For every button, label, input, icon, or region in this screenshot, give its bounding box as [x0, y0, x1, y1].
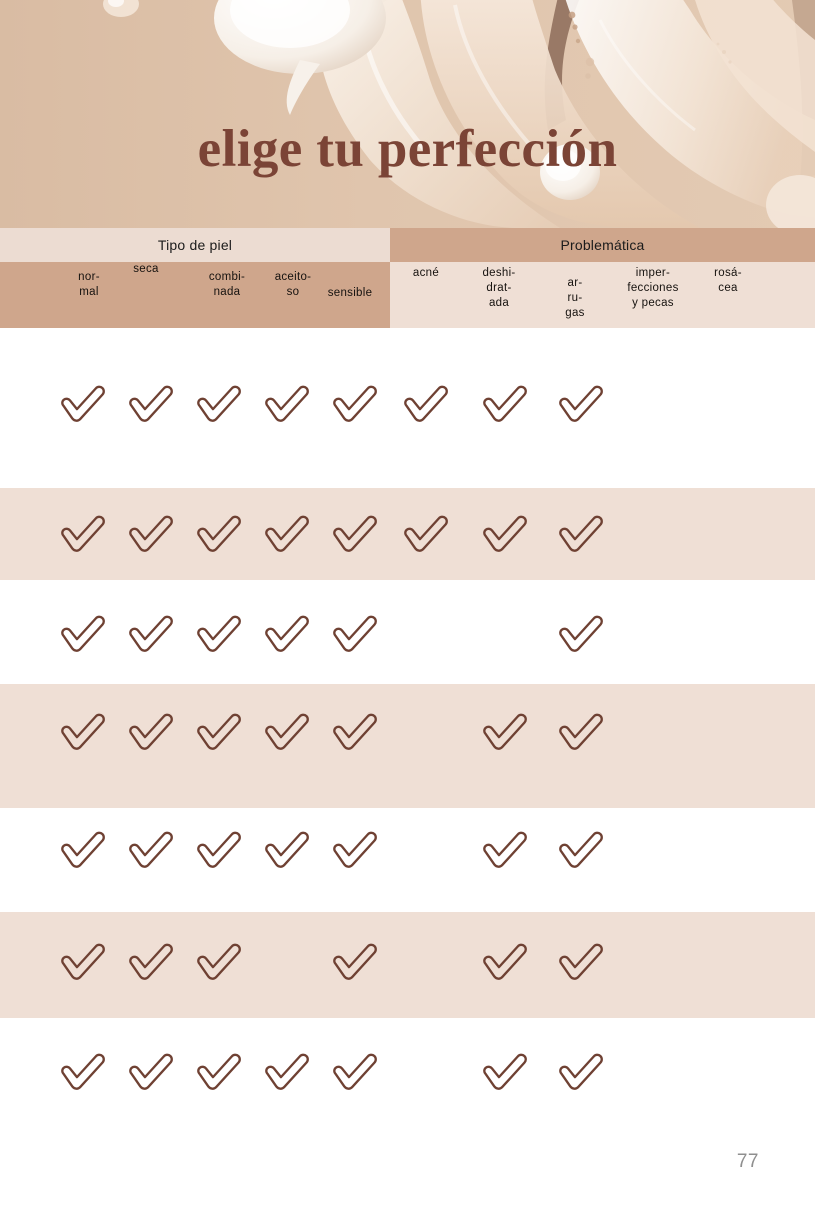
checkmark-icon — [553, 830, 609, 870]
checkmark-icon — [259, 384, 315, 424]
column-header-normal[interactable]: nor- mal — [78, 271, 100, 298]
checkmark-icon — [553, 384, 609, 424]
column-header-sensible[interactable]: sensible — [327, 287, 373, 299]
checkmark-icon — [553, 514, 609, 554]
checkmark-icon — [477, 942, 533, 982]
group-label-wrap-0: Tipo de piel — [0, 228, 390, 262]
subheader-band-left — [0, 262, 390, 328]
column-header-aceitoso[interactable]: aceito- so — [274, 271, 312, 298]
cream-smear-photo — [0, 0, 815, 228]
checkmark-icon — [191, 942, 247, 982]
checkmark-icon — [191, 514, 247, 554]
subheader-band-right — [390, 262, 815, 328]
checkmark-icon — [123, 384, 179, 424]
checkmark-icon — [477, 514, 533, 554]
table-row — [0, 912, 815, 1018]
checkmark-icon — [259, 514, 315, 554]
page-title: elige tu perfección — [197, 120, 618, 178]
table-row — [0, 1018, 815, 1129]
checkmark-icon — [55, 712, 111, 752]
checkmark-icon — [123, 712, 179, 752]
checkmark-icon — [191, 712, 247, 752]
checkmark-icon — [327, 614, 383, 654]
checkmark-icon — [398, 514, 454, 554]
column-headers: nor- mal seca combi- nada aceito- so sen… — [0, 228, 815, 328]
group-label-skin-type: Tipo de piel — [157, 237, 233, 253]
checkmark-icon — [327, 942, 383, 982]
checkmark-icon — [477, 712, 533, 752]
checkmark-icon — [327, 514, 383, 554]
checkmark-icon — [191, 614, 247, 654]
header-group-skin-type: Tipo de piel — [0, 228, 390, 328]
checkmark-icon — [123, 514, 179, 554]
checkmark-icon — [398, 384, 454, 424]
column-header-acne[interactable]: acné — [412, 267, 440, 279]
table-row — [0, 684, 815, 808]
group-label-concern: Problemática — [560, 237, 645, 253]
checkmark-icon — [55, 942, 111, 982]
checkmark-icon — [55, 384, 111, 424]
page-number: 77 — [736, 1151, 759, 1172]
header-group-concern: Problemática — [390, 228, 815, 328]
checkmark-icon — [327, 384, 383, 424]
checkmark-icon — [123, 942, 179, 982]
column-header-rosacea[interactable]: rosá- cea — [714, 267, 742, 294]
table-header: Tipo de piel Problemática nor- mal seca … — [0, 228, 815, 328]
checkmark-icon — [191, 830, 247, 870]
checkmark-icon — [259, 614, 315, 654]
table-row — [0, 488, 815, 580]
checkmark-icon — [477, 384, 533, 424]
checkmark-icon — [123, 614, 179, 654]
column-header-imperfecciones[interactable]: imper- fecciones y pecas — [627, 267, 679, 309]
checkmark-icon — [553, 942, 609, 982]
column-header-arrugas[interactable]: ar- ru- gas — [565, 277, 585, 319]
checkmark-icon — [259, 830, 315, 870]
column-header-deshidratada[interactable]: deshi- drat- ada — [482, 267, 516, 309]
table-body — [0, 328, 815, 1129]
checkmark-icon — [55, 514, 111, 554]
checkmark-icon — [553, 712, 609, 752]
checkmark-icon — [327, 830, 383, 870]
checkmark-icon — [553, 614, 609, 654]
table-row — [0, 808, 815, 912]
checkmark-icon — [123, 830, 179, 870]
column-header-seca[interactable]: seca — [133, 263, 159, 275]
checkmark-icon — [191, 384, 247, 424]
checkmark-icon — [55, 614, 111, 654]
checkmark-icon — [123, 1052, 179, 1092]
checkmark-icon — [259, 1052, 315, 1092]
checkmark-icon — [477, 1052, 533, 1092]
checkmark-icon — [55, 1052, 111, 1092]
checkmark-icon — [327, 1052, 383, 1092]
checkmark-icon — [55, 830, 111, 870]
table-row — [0, 580, 815, 684]
hero-banner: elige tu perfección — [0, 0, 815, 228]
checkmark-icon — [191, 1052, 247, 1092]
table-row — [0, 328, 815, 488]
checkmark-icon — [477, 830, 533, 870]
checkmark-icon — [327, 712, 383, 752]
checkmark-icon — [259, 712, 315, 752]
group-label-wrap-1: Problemática — [390, 228, 815, 262]
checkmark-icon — [553, 1052, 609, 1092]
column-header-combinada[interactable]: combi- nada — [208, 271, 246, 298]
